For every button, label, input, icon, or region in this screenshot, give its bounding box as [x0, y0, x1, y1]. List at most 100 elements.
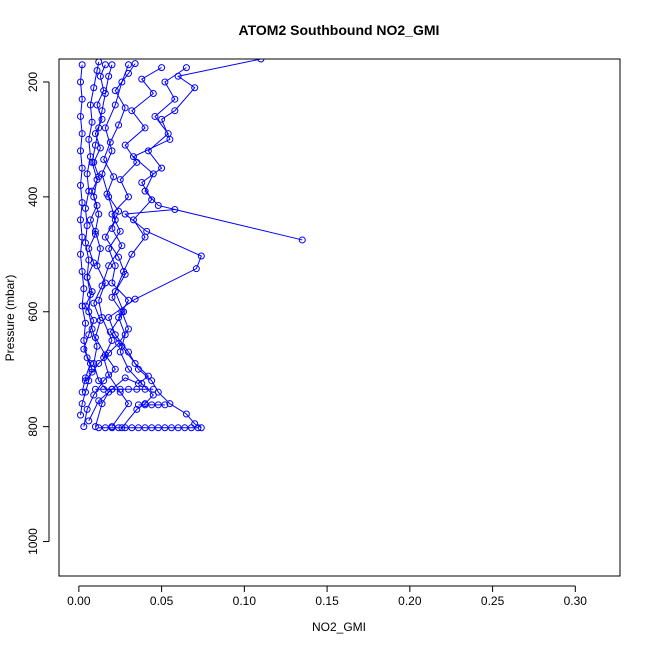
- data-point: [88, 288, 96, 296]
- data-point: [78, 199, 86, 207]
- data-point: [78, 268, 86, 276]
- data-point: [91, 423, 99, 431]
- data-point: [154, 401, 162, 409]
- data-point: [105, 314, 113, 321]
- data-point: [78, 233, 86, 241]
- data-point: [154, 424, 162, 432]
- data-point: [98, 115, 106, 123]
- x-tick-label: 0.20: [398, 594, 422, 608]
- data-point: [80, 345, 88, 353]
- data-point: [77, 411, 85, 419]
- data-point: [111, 262, 119, 270]
- data-point: [108, 61, 116, 69]
- data-point: [83, 170, 91, 178]
- series-line: [84, 61, 110, 427]
- x-tick-label: 0.05: [150, 594, 174, 608]
- data-point: [151, 112, 159, 120]
- data-point: [116, 176, 124, 184]
- data-point: [181, 424, 189, 432]
- data-point: [108, 293, 116, 301]
- data-point: [80, 423, 88, 431]
- data-point: [90, 316, 98, 324]
- data-point: [96, 144, 104, 152]
- data-point: [90, 84, 98, 92]
- data-point: [96, 72, 104, 80]
- data-point: [158, 64, 166, 72]
- data-point: [108, 210, 116, 218]
- series-line: [81, 64, 106, 393]
- data-point: [116, 385, 124, 393]
- data-point: [101, 61, 109, 69]
- series-line: [91, 64, 130, 427]
- x-axis: 0.00 0.05 0.10 0.15 0.20 0.25 0.30: [67, 585, 588, 608]
- data-point: [144, 372, 152, 380]
- data-point: [85, 245, 93, 253]
- data-point: [149, 385, 157, 393]
- data-point: [81, 239, 89, 247]
- data-point: [105, 262, 113, 270]
- data-point: [197, 424, 205, 432]
- data-point: [131, 60, 139, 68]
- data-point: [118, 78, 126, 86]
- data-point: [134, 401, 142, 409]
- data-point: [96, 245, 104, 253]
- data-point: [81, 377, 89, 385]
- data-point: [91, 230, 99, 238]
- series-line: [85, 64, 130, 381]
- data-point: [182, 64, 190, 72]
- data-point: [121, 374, 129, 382]
- data-point: [90, 158, 98, 166]
- data-point: [100, 377, 108, 385]
- data-point: [161, 424, 169, 432]
- data-point: [111, 365, 119, 373]
- data-point: [77, 250, 85, 258]
- data-point: [95, 397, 103, 405]
- data-point: [80, 285, 88, 293]
- data-point: [106, 328, 114, 336]
- data-point: [78, 164, 86, 172]
- y-axis-label: Pressure (mbar): [3, 275, 17, 362]
- x-tick-label: 0.30: [564, 594, 588, 608]
- data-point: [128, 107, 136, 115]
- data-point: [133, 385, 141, 393]
- data-point: [148, 196, 156, 204]
- data-point: [95, 424, 103, 432]
- data-point: [125, 385, 132, 393]
- data-point: [164, 130, 172, 138]
- data-point: [174, 424, 182, 432]
- data-point: [95, 359, 103, 367]
- data-point: [128, 250, 136, 258]
- data-point: [77, 216, 85, 224]
- data-point: [194, 424, 202, 432]
- data-point: [90, 299, 98, 307]
- data-point: [83, 222, 91, 230]
- data-point: [90, 259, 98, 267]
- series-line: [108, 67, 162, 429]
- data-point: [105, 72, 113, 80]
- data-point: [118, 308, 126, 316]
- series-10: [134, 401, 169, 409]
- y-tick-label: 200: [26, 72, 40, 92]
- data-point: [77, 181, 85, 189]
- data-point: [115, 207, 123, 215]
- data-point: [115, 314, 123, 321]
- data-point: [91, 130, 99, 138]
- data-point: [93, 66, 101, 74]
- series-8: [78, 61, 109, 396]
- data-point: [171, 107, 179, 115]
- data-point: [78, 388, 86, 396]
- data-point: [166, 400, 174, 408]
- data-point: [86, 101, 94, 109]
- data-point: [116, 227, 124, 235]
- data-point: [158, 115, 166, 123]
- data-point: [141, 401, 149, 409]
- data-point: [88, 368, 96, 376]
- series-6: [80, 60, 139, 431]
- y-tick-label: 800: [26, 416, 40, 436]
- y-tick-label: 1000: [26, 528, 40, 555]
- data-point: [100, 385, 108, 393]
- data-point: [108, 336, 116, 344]
- data-point: [138, 179, 146, 187]
- data-point: [125, 193, 132, 201]
- data-point: [144, 147, 152, 155]
